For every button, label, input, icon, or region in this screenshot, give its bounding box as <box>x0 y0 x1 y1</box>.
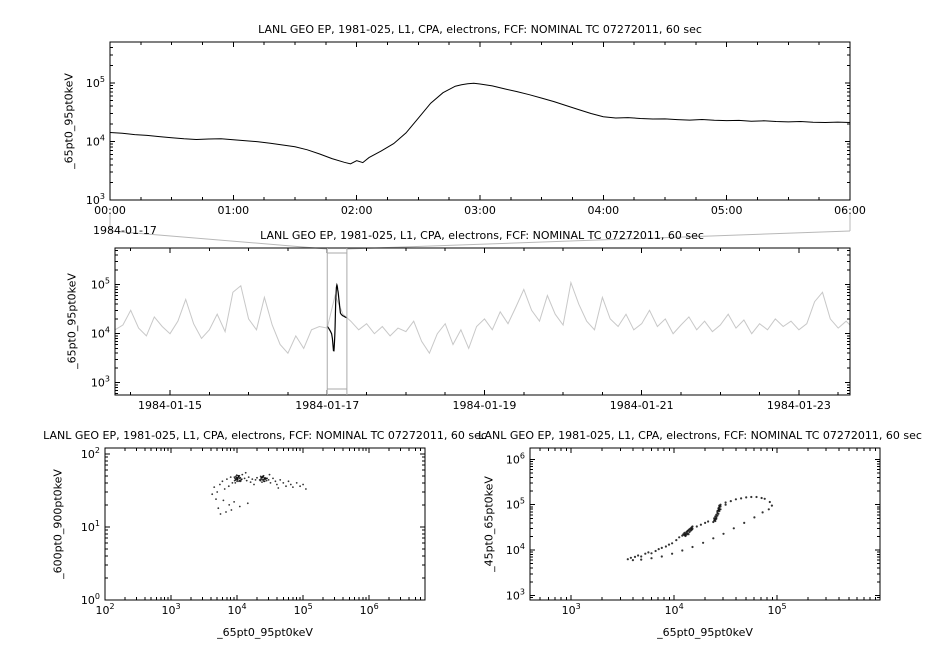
svg-text:103: 103 <box>562 602 581 617</box>
panel3: 102 103 104 105 106 100 101 102 <box>81 446 426 617</box>
svg-text:104: 104 <box>228 602 247 617</box>
selection-window[interactable] <box>326 248 348 395</box>
svg-text:105: 105 <box>294 602 313 617</box>
panel2-line-context <box>115 280 850 355</box>
svg-text:04:00: 04:00 <box>587 204 619 217</box>
svg-text:105: 105 <box>91 277 110 292</box>
panel1-date-label: 1984-01-17 <box>93 224 157 237</box>
svg-text:103: 103 <box>86 192 105 207</box>
panel1-line-series <box>110 82 850 165</box>
panel3-ylabel: _600pt0_900pt0keV <box>51 469 65 579</box>
svg-text:102: 102 <box>81 446 100 461</box>
panel3-frame <box>104 447 426 601</box>
svg-text:103: 103 <box>161 602 180 617</box>
svg-text:104: 104 <box>91 326 110 341</box>
panel4-tick-labels: 103 104 105 103 104 105 106 <box>506 451 787 617</box>
panel4-data <box>626 495 774 562</box>
svg-text:1984-01-15: 1984-01-15 <box>138 399 202 412</box>
svg-text:104: 104 <box>506 542 525 557</box>
svg-text:100: 100 <box>81 592 100 607</box>
panel1-title: LANL GEO EP, 1981-025, L1, CPA, electron… <box>258 23 702 36</box>
panel2-tick-labels: 1984-01-15 1984-01-17 1984-01-19 1984-01-21… <box>91 277 831 412</box>
panel1: 00:00 01:00 02:00 03:00 04:00 05:00 06:00 103 10… <box>86 41 866 217</box>
svg-text:104: 104 <box>665 602 684 617</box>
panel1-ticks <box>109 42 851 201</box>
zoom-connector-lines <box>109 214 851 250</box>
svg-text:1984-01-19: 1984-01-19 <box>452 399 516 412</box>
panel3-xlabel: _65pt0_95pt0keV <box>217 626 313 639</box>
panel1-tick-labels: 00:00 01:00 02:00 03:00 04:00 05:00 06:00 103 10… <box>86 75 866 217</box>
svg-text:101: 101 <box>81 519 100 534</box>
panel3-ticks <box>104 448 425 601</box>
panel4-title: LANL GEO EP, 1981-025, L1, CPA, electron… <box>478 429 922 442</box>
svg-text:106: 106 <box>360 602 379 617</box>
svg-text:1984-01-23: 1984-01-23 <box>767 399 831 412</box>
svg-text:06:00: 06:00 <box>834 204 866 217</box>
panel3-tick-labels: 102 103 104 105 106 100 101 102 <box>81 446 379 617</box>
panel4: 103 104 105 103 104 105 106 <box>506 447 881 617</box>
panel1-ylabel: _65pt0_95pt0keV <box>62 73 76 169</box>
svg-text:03:00: 03:00 <box>464 204 496 217</box>
panel2-ylabel: _65pt0_95pt0keV <box>65 273 79 369</box>
panel4-frame <box>529 447 881 601</box>
panel3-title: LANL GEO EP, 1981-025, L1, CPA, electron… <box>43 429 487 442</box>
svg-text:102: 102 <box>95 602 114 617</box>
svg-text:1984-01-21: 1984-01-21 <box>610 399 674 412</box>
panel4-xlabel: _65pt0_95pt0keV <box>657 626 753 639</box>
panel2-title: LANL GEO EP, 1981-025, L1, CPA, electron… <box>260 229 704 242</box>
panel3-data <box>211 471 307 515</box>
panel2-line-selected-interval <box>326 282 348 352</box>
svg-text:106: 106 <box>506 451 525 466</box>
svg-text:105: 105 <box>768 602 787 617</box>
svg-text:104: 104 <box>86 133 105 148</box>
svg-text:105: 105 <box>86 75 105 90</box>
svg-text:05:00: 05:00 <box>711 204 743 217</box>
panel1-frame <box>109 41 851 201</box>
panel2: 1984-01-15 1984-01-17 1984-01-19 1984-01-21… <box>91 247 851 412</box>
svg-text:01:00: 01:00 <box>217 204 249 217</box>
svg-text:103: 103 <box>91 375 110 390</box>
svg-text:103: 103 <box>506 587 525 602</box>
panel2-frame <box>114 247 851 396</box>
svg-text:105: 105 <box>506 497 525 512</box>
svg-text:02:00: 02:00 <box>341 204 373 217</box>
svg-text:00:00: 00:00 <box>94 204 126 217</box>
svg-text:1984-01-17: 1984-01-17 <box>295 399 359 412</box>
panel2-ticks <box>115 248 850 395</box>
panel4-ticks <box>529 448 881 601</box>
panel4-ylabel: _45pt0_65pt0keV <box>482 476 496 572</box>
panel2-data <box>115 280 850 355</box>
panel1-data <box>110 82 850 165</box>
